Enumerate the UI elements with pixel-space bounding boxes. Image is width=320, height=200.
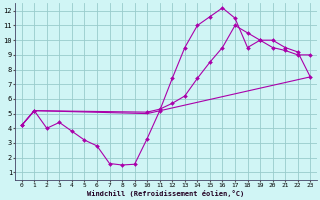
- X-axis label: Windchill (Refroidissement éolien,°C): Windchill (Refroidissement éolien,°C): [87, 190, 244, 197]
